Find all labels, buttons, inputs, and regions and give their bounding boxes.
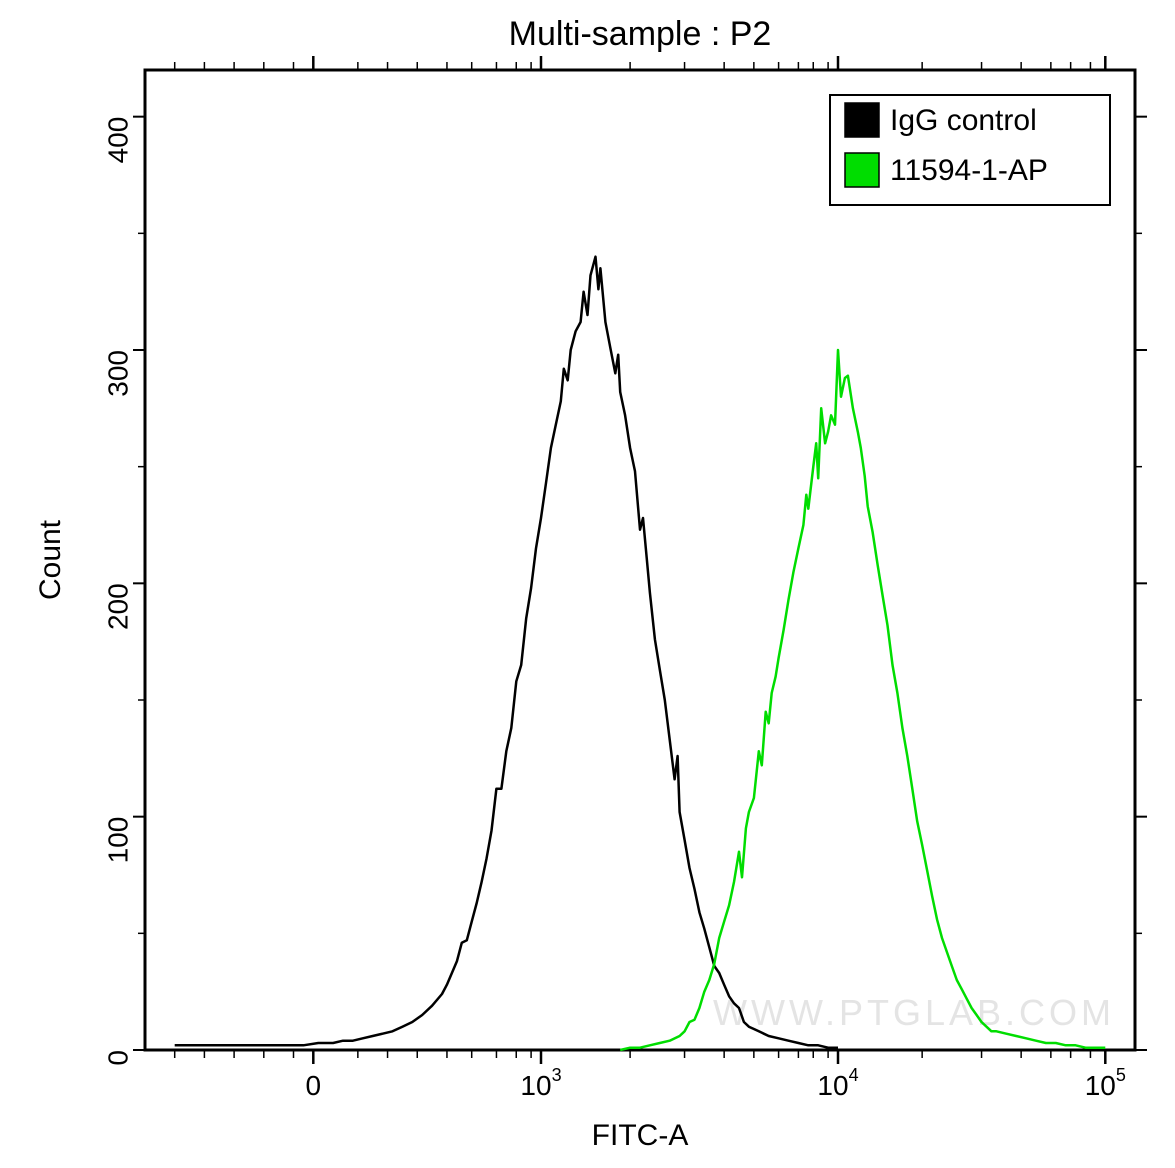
- legend-label: IgG control: [890, 104, 1037, 137]
- watermark: WWW.PTGLAB.COM: [713, 992, 1115, 1033]
- x-axis-label: FITC-A: [592, 1119, 689, 1152]
- y-tick-label: 200: [102, 583, 133, 630]
- y-axis-label: Count: [34, 519, 67, 600]
- y-tick-label: 0: [102, 1050, 133, 1066]
- flow-cytometry-histogram: Multi-sample : P20100200300400Count01031…: [0, 0, 1175, 1168]
- legend-swatch: [845, 103, 879, 137]
- y-tick-label: 300: [102, 350, 133, 397]
- y-tick-label: 100: [102, 817, 133, 864]
- legend-label: 11594-1-AP: [890, 154, 1048, 187]
- legend-swatch: [845, 153, 879, 187]
- chart-svg: Multi-sample : P20100200300400Count01031…: [0, 0, 1175, 1168]
- x-tick-label: 0: [306, 1070, 322, 1101]
- chart-title: Multi-sample : P2: [509, 15, 772, 53]
- y-tick-label: 400: [102, 117, 133, 164]
